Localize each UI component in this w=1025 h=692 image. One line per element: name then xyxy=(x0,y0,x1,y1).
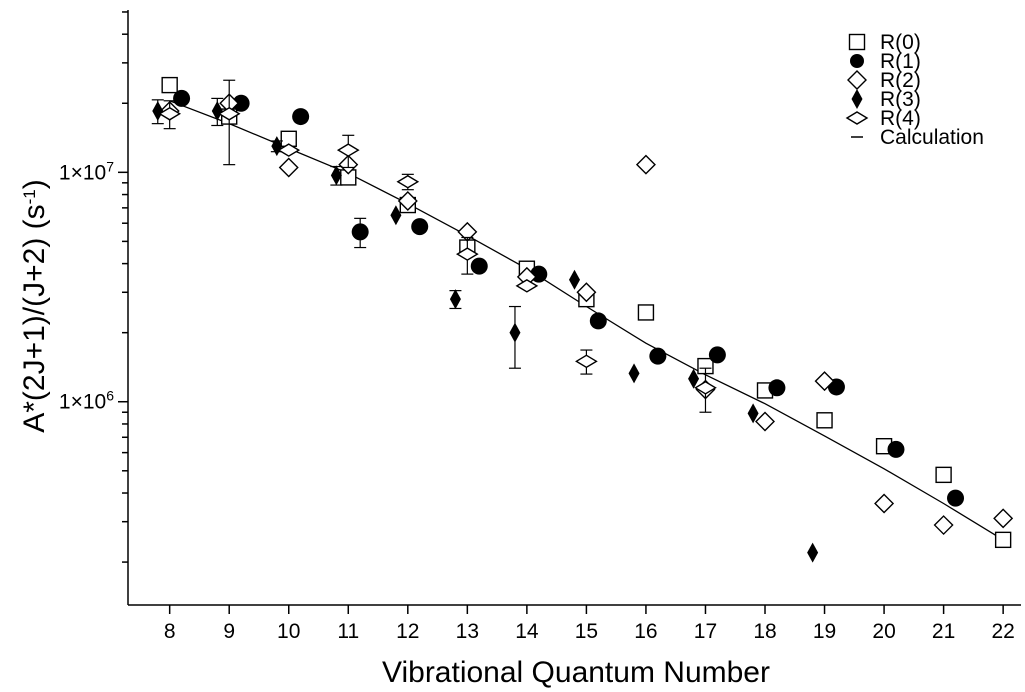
data-point xyxy=(576,282,597,303)
legend-item: R(1) xyxy=(850,50,921,73)
legend-label: R(0) xyxy=(880,31,921,54)
x-tick-label: 8 xyxy=(164,620,176,643)
x-tick-label: 18 xyxy=(753,620,776,643)
data-point xyxy=(933,515,954,536)
data-point xyxy=(635,154,656,175)
plot-area xyxy=(151,76,1014,563)
legend-label: R(1) xyxy=(880,50,921,73)
x-tick-label: 11 xyxy=(337,620,359,643)
data-point xyxy=(814,371,835,392)
series-r2 xyxy=(159,93,1014,536)
data-point xyxy=(158,106,182,121)
data-point xyxy=(217,106,241,121)
data-point xyxy=(509,322,521,343)
legend-label: R(2) xyxy=(880,69,921,92)
x-tick-label: 19 xyxy=(813,620,836,643)
data-point xyxy=(575,354,598,369)
data-point xyxy=(390,205,402,226)
x-tick-label: 22 xyxy=(991,620,1014,643)
y-axis-label-unit-exponent: -1 xyxy=(20,189,39,204)
legend-item: R(3) xyxy=(851,88,921,111)
x-tick-label: 9 xyxy=(223,620,235,643)
y-tick-label: 1×106 xyxy=(59,388,114,414)
legend-label: Calculation xyxy=(880,126,984,149)
data-point xyxy=(637,304,655,321)
data-point xyxy=(449,289,461,310)
x-tick-label: 17 xyxy=(694,620,717,643)
x-tick-label: 10 xyxy=(277,620,300,643)
data-point xyxy=(292,108,310,126)
data-point xyxy=(397,190,418,211)
data-point xyxy=(396,174,420,189)
data-point xyxy=(887,440,905,458)
x-tick-label: 16 xyxy=(634,620,657,643)
data-point xyxy=(874,493,895,514)
data-point xyxy=(649,347,667,365)
data-point xyxy=(232,94,250,112)
data-point xyxy=(330,165,342,186)
axes: 8 9 10 11 12 13 14 15 16 17 18 19 20 21 22 1×106 1×107 xyxy=(59,10,1021,643)
legend-symbol xyxy=(847,70,867,90)
data-point xyxy=(152,101,164,122)
data-point xyxy=(947,489,965,507)
data-point xyxy=(708,346,726,364)
legend-item: Calculation xyxy=(851,126,984,149)
data-point xyxy=(694,380,717,395)
legend-symbol xyxy=(848,33,866,51)
legend-label: R(4) xyxy=(880,107,921,130)
data-point xyxy=(515,279,539,293)
data-point xyxy=(411,218,429,236)
y-axis-label: A*(2J+1)/(J+2) (s-1) xyxy=(18,179,51,433)
data-point xyxy=(211,101,223,122)
x-tick-label: 15 xyxy=(575,620,598,643)
data-point xyxy=(351,223,369,241)
data-point xyxy=(688,368,700,389)
x-tick-label: 14 xyxy=(515,620,539,643)
data-point xyxy=(994,531,1012,549)
legend-symbol xyxy=(851,89,863,109)
legend-item: R(2) xyxy=(847,69,921,92)
data-point xyxy=(455,247,479,261)
data-point xyxy=(755,411,775,432)
series-r3 xyxy=(151,97,819,563)
data-point xyxy=(173,89,191,107)
legend-label: R(3) xyxy=(880,88,921,111)
data-point xyxy=(993,508,1014,529)
x-tick-label: 12 xyxy=(396,620,419,643)
x-tick-label: 20 xyxy=(872,620,895,643)
data-point xyxy=(470,257,488,275)
legend-item: R(4) xyxy=(845,107,921,130)
data-point xyxy=(807,542,819,563)
series-r4 xyxy=(158,79,717,413)
data-point xyxy=(935,466,952,484)
data-point xyxy=(161,76,178,94)
data-point xyxy=(768,379,786,397)
legend-item: R(0) xyxy=(848,31,921,54)
data-point xyxy=(336,143,360,157)
data-point xyxy=(278,157,299,178)
data-point xyxy=(747,403,759,424)
legend-symbol xyxy=(845,111,869,125)
data-point xyxy=(628,363,640,384)
data-point xyxy=(277,143,301,157)
legend: R(0)R(1)R(2)R(3)R(4)Calculation xyxy=(845,31,984,149)
legend-symbol xyxy=(850,54,864,68)
data-point xyxy=(569,269,580,290)
x-axis-label: Vibrational Quantum Number xyxy=(382,656,770,689)
x-tick-label: 13 xyxy=(456,620,479,643)
data-point xyxy=(816,412,833,429)
x-tick-label: 21 xyxy=(932,620,955,643)
y-tick-label: 1×107 xyxy=(59,158,114,184)
data-point xyxy=(589,312,607,330)
